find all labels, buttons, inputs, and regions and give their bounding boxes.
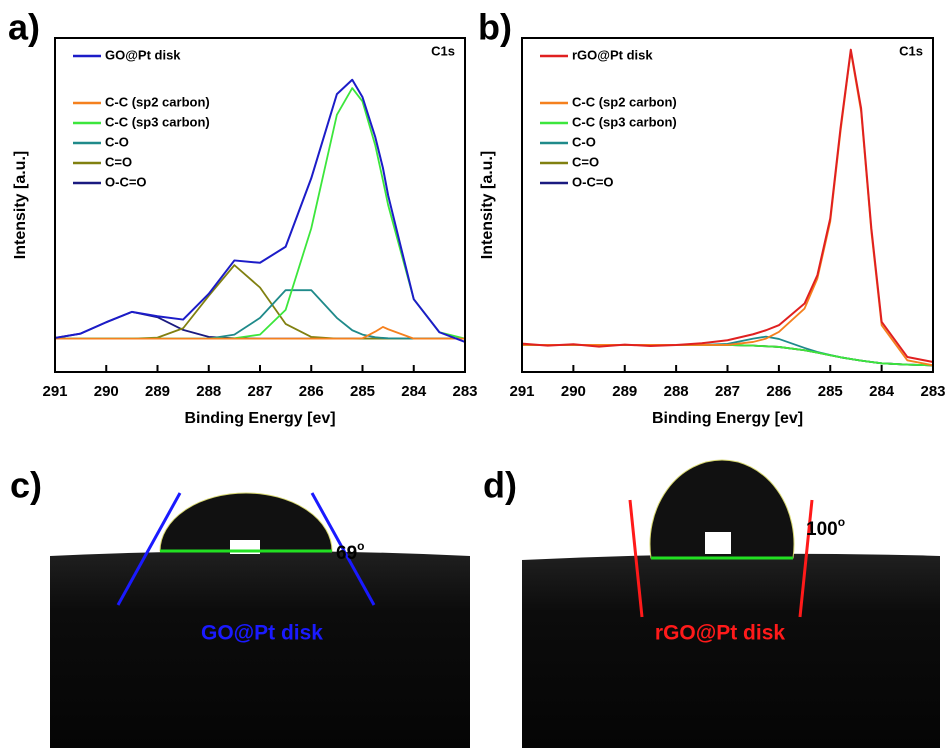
series-line <box>55 326 465 340</box>
x-tick-label: 286 <box>766 383 791 400</box>
legend-label: O-C=O <box>572 174 614 189</box>
x-tick-label: 287 <box>715 383 740 400</box>
y-axis-label: Intensity [a.u.] <box>12 151 29 259</box>
x-tick-label: 283 <box>920 383 945 400</box>
droplet <box>649 459 795 559</box>
series-line <box>55 264 465 340</box>
x-tick-label: 288 <box>196 383 221 400</box>
x-tick-label: 291 <box>509 383 534 400</box>
x-tick-label: 285 <box>818 383 843 400</box>
contact-angle: 69o <box>336 539 364 564</box>
photo-d: d) 100o rGO@Pt disk <box>483 459 940 748</box>
y-axis-label: Intensity [a.u.] <box>479 151 496 259</box>
tangent-line <box>798 499 814 618</box>
x-axis-label: Binding Energy [ev] <box>652 410 803 427</box>
x-tick-label: 289 <box>145 383 170 400</box>
x-tick-label: 284 <box>401 383 427 400</box>
series-line <box>521 48 934 363</box>
x-tick-label: 291 <box>42 383 67 400</box>
disk-image <box>522 553 940 748</box>
legend-label: C-O <box>572 134 596 149</box>
x-tick-label: 285 <box>350 383 375 400</box>
chart: 291 290 289 288 287 286 285 284 283 Binding Energ… <box>8 7 478 428</box>
series-line <box>55 289 465 340</box>
photo-c: c) 69o GO@Pt disk <box>10 465 470 748</box>
annotation: C1s <box>899 43 923 58</box>
x-tick-label: 284 <box>869 383 895 400</box>
legend-label: C-C (sp2 carbon) <box>105 94 210 109</box>
x-tick-label: 290 <box>561 383 586 400</box>
x-tick-label: 286 <box>299 383 324 400</box>
angle-value: 100 <box>806 519 838 540</box>
legend-label: C=O <box>572 154 599 169</box>
x-tick-label: 288 <box>664 383 689 400</box>
panel-label: d) <box>483 465 517 506</box>
chart: 291 290 289 288 287 286 285 284 283 Binding Energ… <box>478 7 946 428</box>
legend-label: C-C (sp3 carbon) <box>572 114 677 129</box>
series-line <box>522 344 934 367</box>
x-tick-label: 287 <box>247 383 272 400</box>
series-line <box>54 78 466 343</box>
x-tick-label: 289 <box>612 383 637 400</box>
reflection <box>705 532 731 554</box>
caption: GO@Pt disk <box>201 622 323 645</box>
plot-frame <box>521 37 934 373</box>
disk-image <box>50 551 470 748</box>
droplet <box>159 492 333 552</box>
angle-unit: o <box>838 515 845 529</box>
annotation: C1s <box>431 43 455 58</box>
angle-value: 69 <box>336 543 357 564</box>
legend-label: C=O <box>105 154 132 169</box>
tangent-line <box>628 499 644 618</box>
legend-label: O-C=O <box>105 174 147 189</box>
plot-frame <box>54 37 466 373</box>
angle-unit: o <box>357 539 364 553</box>
x-tick-label: 290 <box>94 383 119 400</box>
legend-label: C-C (sp3 carbon) <box>105 114 210 129</box>
legend-label: C-O <box>105 134 129 149</box>
x-tick-label: 283 <box>452 383 477 400</box>
panel-label: c) <box>10 465 42 506</box>
legend-label: C-C (sp2 carbon) <box>572 94 677 109</box>
legend-label: GO@Pt disk <box>105 47 181 62</box>
contact-angle: 100o <box>806 515 845 540</box>
caption: rGO@Pt disk <box>655 622 785 645</box>
tangent-line <box>310 492 376 606</box>
legend-label: rGO@Pt disk <box>572 47 653 62</box>
panel-label: b) <box>478 7 512 48</box>
tangent-line <box>116 492 182 606</box>
x-axis-label: Binding Energy [ev] <box>184 410 335 427</box>
panel-label: a) <box>8 7 40 48</box>
